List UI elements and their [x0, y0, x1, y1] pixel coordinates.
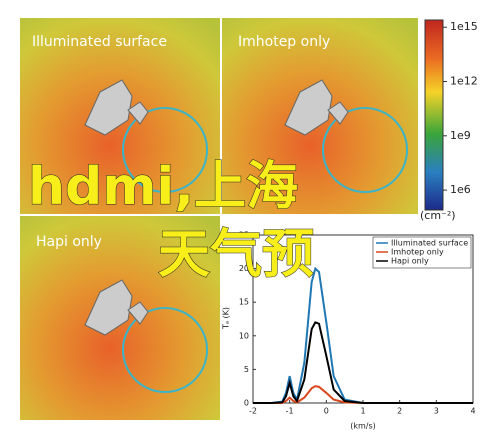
y-tick-label: 5	[244, 365, 249, 374]
panel: Imhotep only	[222, 18, 418, 214]
line-series	[253, 321, 473, 404]
overlay-text: hdmi,上海	[28, 157, 298, 217]
y-axis-label: Tₐ (K)	[222, 307, 231, 330]
x-tick-label: 1	[360, 407, 365, 416]
panel-title: Hapi only	[36, 234, 102, 250]
x-tick-label: -2	[249, 407, 257, 416]
y-tick-label: 15	[239, 298, 249, 307]
y-tick-label: 25	[239, 231, 249, 240]
chart-layer: 1e15 1e12 1e9 1e6 -2 -1 0 1 2 3 4 0 5 10 15 20 25 Illumin…	[239, 20, 478, 415]
tick-label: 1e12	[450, 75, 478, 88]
x-axis-label: (km/s)	[350, 422, 376, 431]
legend-label: Illuminated surface	[391, 239, 468, 248]
y-tick-label: 0	[244, 399, 249, 408]
y-tick-label: 10	[239, 331, 249, 340]
x-tick-label: 2	[397, 407, 402, 416]
x-tick-label: 4	[470, 407, 475, 416]
legend	[372, 236, 472, 269]
panel: Illuminated surface	[20, 18, 220, 214]
legend-label: Imhotep only	[391, 248, 444, 257]
colorbar-label: (cm⁻²)	[420, 209, 456, 222]
x-tick-label: -1	[286, 407, 294, 416]
tick-label: 1e6	[450, 183, 471, 196]
panel-title: Illuminated surface	[32, 34, 167, 50]
panel-title: Imhotep only	[238, 34, 330, 50]
panel: Hapi only	[20, 216, 220, 420]
x-tick-label: 3	[434, 407, 439, 416]
overlay-text: 天气预	[158, 225, 314, 285]
tick-label: 1e15	[450, 20, 478, 33]
tick-label: 1e9	[450, 129, 471, 142]
colorbar	[424, 19, 444, 211]
x-tick-label: 0	[324, 407, 329, 416]
y-tick-label: 20	[239, 264, 249, 273]
legend-label: Hapi only	[391, 257, 429, 266]
